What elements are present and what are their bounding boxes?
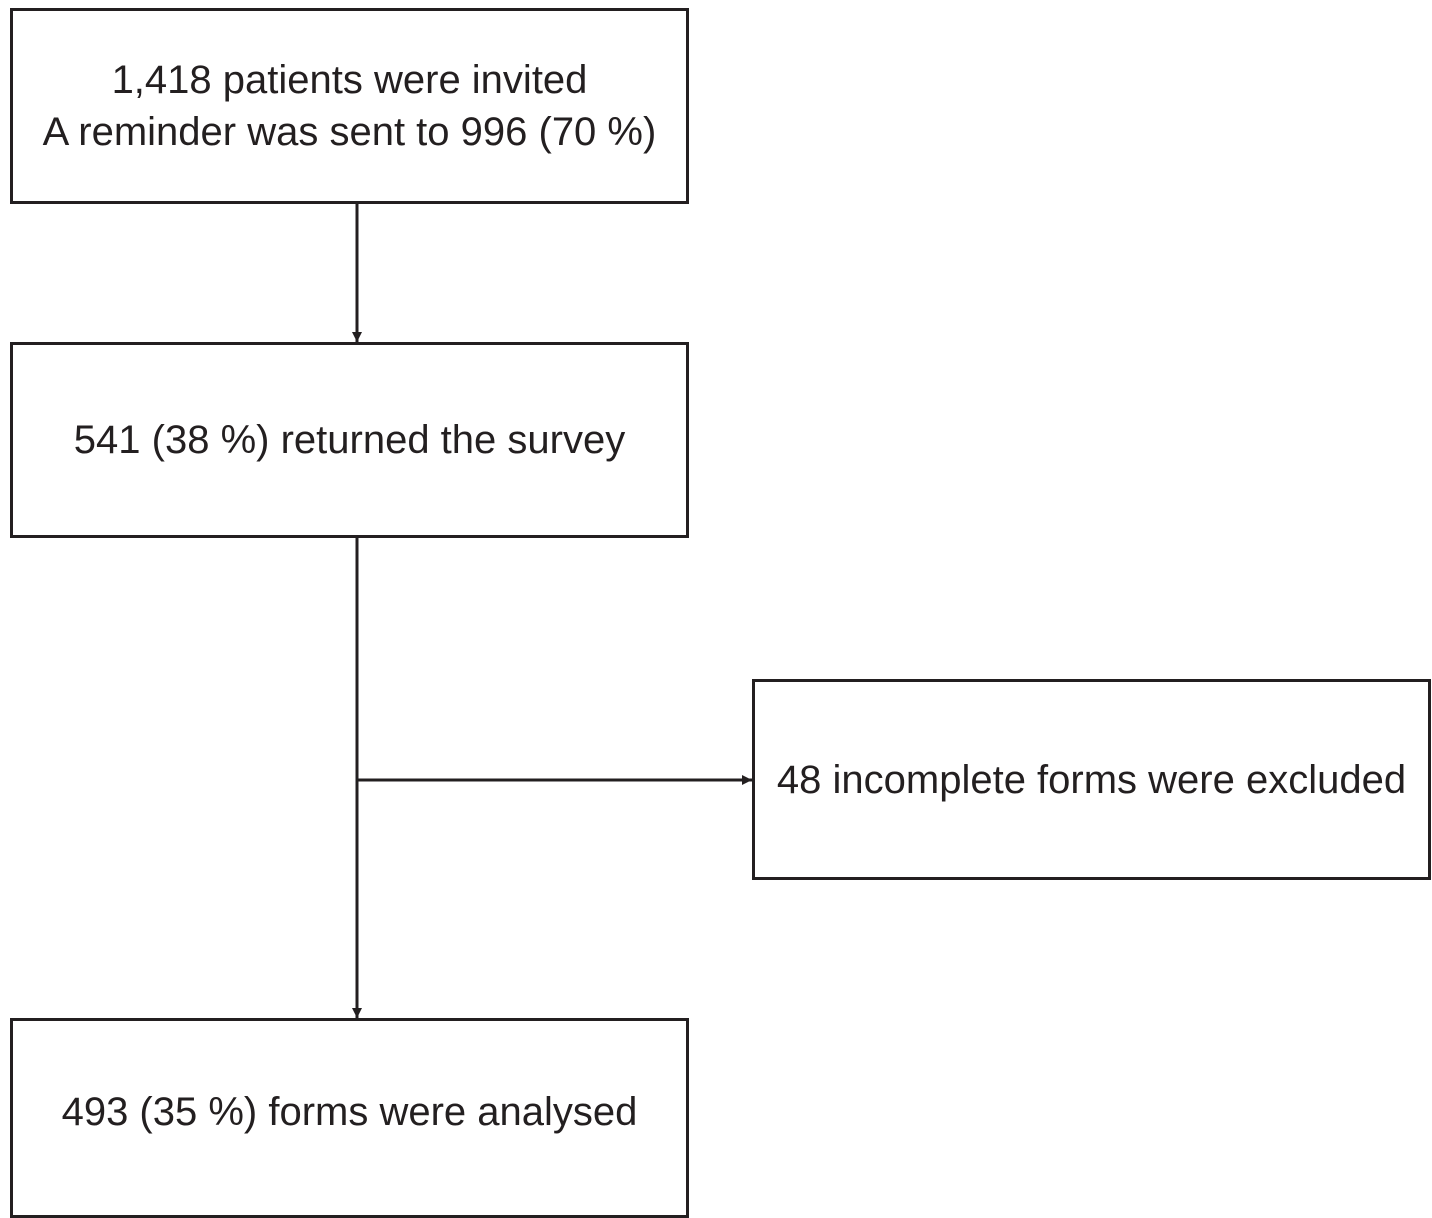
invited-line-1: 1,418 patients were invited <box>111 58 588 102</box>
analysed-box: 493 (35 %) forms were analysed <box>10 1018 689 1218</box>
analysed-text: 493 (35 %) forms were analysed <box>61 1090 638 1134</box>
returned-box: 541 (38 %) returned the survey <box>10 342 689 538</box>
returned-text: 541 (38 %) returned the survey <box>73 418 626 462</box>
excluded-box: 48 incomplete forms were excluded <box>752 679 1431 880</box>
invited-line-2: A reminder was sent to 996 (70 %) <box>42 110 657 154</box>
excluded-text: 48 incomplete forms were excluded <box>776 757 1407 802</box>
invited-box: 1,418 patients were invited A reminder w… <box>10 8 689 204</box>
